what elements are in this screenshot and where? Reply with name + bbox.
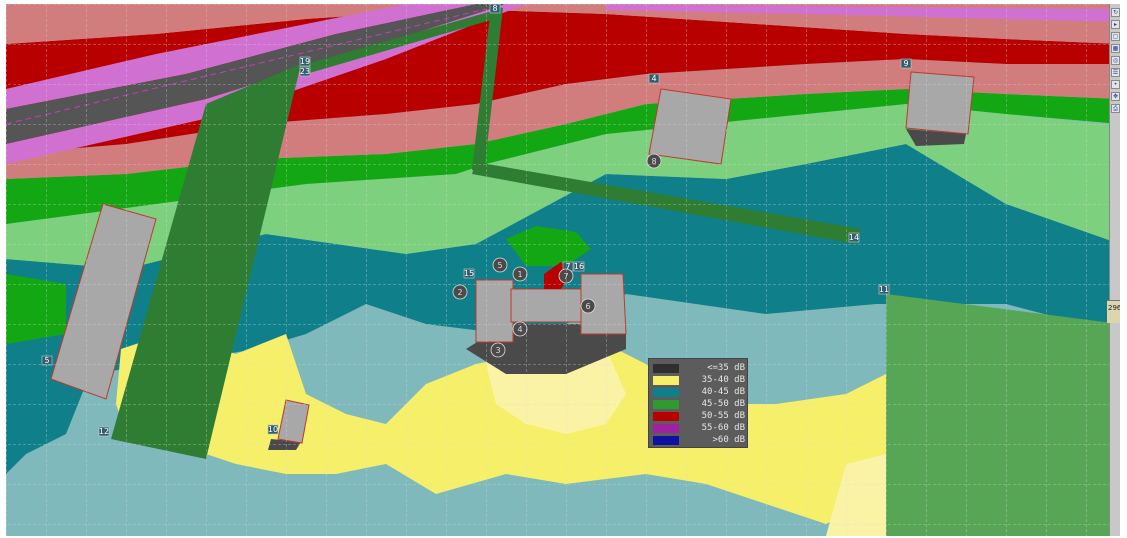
scale-value: 296 <box>1108 304 1120 312</box>
noise-map[interactable]: 19 23 8 4 9 15 12 5 10 14 11 7 16 1 2 3 … <box>6 4 1120 536</box>
noise-map-canvas[interactable]: 19 23 8 4 9 15 12 5 10 14 11 7 16 1 2 3 … <box>6 4 1120 536</box>
pan-icon[interactable]: ✥ <box>1111 92 1120 101</box>
legend-swatch <box>653 376 679 385</box>
noise-level-legend: <=35 dB 35-40 dB 40-45 dB 45-50 dB 50-55… <box>648 358 748 448</box>
legend-swatch <box>653 388 679 397</box>
legend-label: <=35 dB <box>707 363 745 373</box>
legend-label: 55-60 dB <box>701 423 745 433</box>
legend-label: 50-55 dB <box>701 411 745 421</box>
legend-row: 40-45 dB <box>653 387 745 398</box>
map-grid <box>6 4 1120 536</box>
side-toolbar: ↻ ▸ ▢ ▦ ◎ ☰ • ✥ ⎙ <box>1109 4 1120 536</box>
legend-row: 50-55 dB <box>653 411 745 422</box>
legend-row: 35-40 dB <box>653 375 745 386</box>
select-icon[interactable]: ▢ <box>1111 32 1120 41</box>
legend-row: 55-60 dB <box>653 423 745 434</box>
legend-swatch <box>653 424 679 433</box>
legend-swatch <box>653 412 679 421</box>
legend-label: 40-45 dB <box>701 387 745 397</box>
legend-swatch <box>653 364 679 373</box>
legend-label: 45-50 dB <box>701 399 745 409</box>
legend-label: >60 dB <box>712 435 745 445</box>
scale-readout: 296 <box>1107 300 1120 323</box>
layers-icon[interactable]: ☰ <box>1111 68 1120 77</box>
legend-label: 35-40 dB <box>701 375 745 385</box>
grid-icon[interactable]: ▦ <box>1111 44 1120 53</box>
arrow-icon[interactable]: ▸ <box>1111 20 1120 29</box>
legend-swatch <box>653 400 679 409</box>
print-icon[interactable]: ⎙ <box>1111 104 1120 113</box>
legend-row: 45-50 dB <box>653 399 745 410</box>
refresh-icon[interactable]: ↻ <box>1111 8 1120 17</box>
target-icon[interactable]: ◎ <box>1111 56 1120 65</box>
legend-row: >60 dB <box>653 435 745 446</box>
legend-row: <=35 dB <box>653 363 745 374</box>
legend-swatch <box>653 436 679 445</box>
point-icon[interactable]: • <box>1111 80 1120 89</box>
